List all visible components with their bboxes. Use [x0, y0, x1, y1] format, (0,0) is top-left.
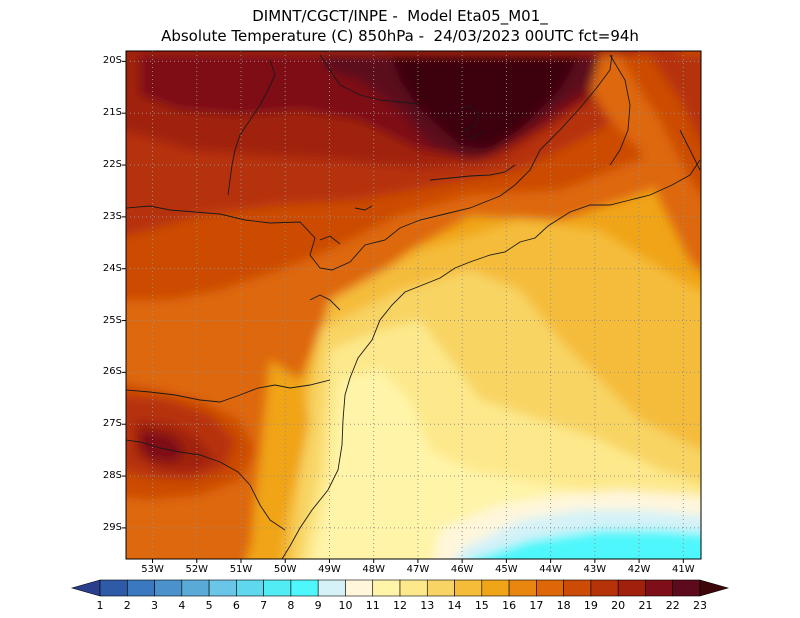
colorbar-label: 6: [232, 599, 240, 612]
graticule: [126, 51, 701, 559]
colorbar-label: 22: [665, 599, 680, 612]
colorbar-segment: [508, 579, 537, 597]
lon-label: 53W: [141, 564, 164, 575]
lon-label: 50W: [273, 564, 297, 575]
colorbar-segment: [372, 579, 401, 597]
lat-label: 29S: [102, 521, 122, 533]
lat-label: 28S: [102, 470, 122, 482]
colorbar-segment: [290, 579, 319, 597]
coastline-borders: [126, 54, 701, 559]
colorbar-label: 2: [123, 599, 131, 612]
colorbar-label: 14: [447, 599, 462, 612]
colorbar-segment: [617, 579, 646, 597]
lat-label: 26S: [102, 366, 122, 378]
colorbar-segment: [536, 579, 564, 597]
colorbar-segment: [154, 579, 183, 597]
colorbar: [70, 579, 730, 597]
lon-label: 52W: [185, 564, 209, 575]
colorbar-label: 18: [556, 599, 571, 612]
lat-label: 21S: [102, 107, 122, 119]
lat-label: 23S: [102, 210, 122, 222]
colorbar-label: 3: [151, 599, 159, 612]
colorbar-label: 23: [693, 599, 707, 612]
colorbar-label: 12: [393, 599, 407, 612]
colorbar-label: 17: [529, 599, 544, 612]
lon-label: 43W: [583, 564, 607, 575]
colorbar-segment: [426, 579, 455, 597]
lat-label: 20S: [102, 55, 122, 67]
colorbar-label: 5: [205, 599, 213, 612]
colorbar-label: 10: [338, 599, 353, 612]
lat-label: 22S: [102, 159, 122, 171]
colorbar-label: 16: [502, 599, 517, 612]
lon-label: 48W: [362, 564, 385, 575]
colorbar-segment: [590, 579, 619, 597]
colorbar-segment: [236, 579, 264, 597]
colorbar-label: 15: [474, 599, 489, 612]
lat-label: 25S: [102, 314, 122, 326]
colorbar-label: 20: [611, 599, 626, 612]
colorbar-segment: [263, 579, 292, 597]
title-line-1: DIMNT/CGCT/INPE - Model Eta05_M01_: [252, 7, 548, 25]
colorbar-segment: [481, 579, 510, 597]
lat-label: 27S: [102, 418, 122, 430]
colorbar-segment: [454, 579, 483, 597]
colorbar-arrow-high: [699, 579, 730, 597]
colorbar-label: 9: [314, 599, 322, 612]
colorbar-label: 13: [420, 599, 435, 612]
colorbar-segment: [208, 579, 237, 597]
lon-label: 47W: [406, 564, 430, 575]
colorbar-segment: [399, 579, 428, 597]
colorbar-label: 19: [583, 599, 598, 612]
lon-label: 49W: [318, 564, 341, 575]
title-line-2: Absolute Temperature (C) 850hPa - 24/03/…: [161, 27, 639, 45]
lat-label: 24S: [102, 262, 122, 274]
temperature-field: [126, 51, 701, 559]
colorbar-segment: [672, 579, 701, 597]
colorbar-label: 11: [365, 599, 380, 612]
colorbar-arrow-low: [70, 579, 101, 597]
colorbar-segment: [645, 579, 674, 597]
colorbar-segment: [126, 579, 155, 597]
colorbar-segment: [99, 579, 128, 597]
colorbar-label: 7: [260, 599, 268, 612]
lon-label: 42W: [627, 564, 651, 575]
lon-label: 41W: [671, 564, 695, 575]
colorbar-label: 8: [287, 599, 295, 612]
colorbar-segment: [345, 579, 374, 597]
lon-label: 44W: [539, 564, 562, 575]
colorbar-segment: [317, 579, 346, 597]
lon-label: 46W: [450, 564, 474, 575]
colorbar-segment: [181, 579, 210, 597]
colorbar-label: 21: [638, 599, 653, 612]
lon-label: 51W: [229, 564, 253, 575]
lon-label: 45W: [495, 564, 518, 575]
colorbar-segment: [563, 579, 592, 597]
colorbar-label: 4: [178, 599, 186, 612]
colorbar-label: 1: [96, 599, 104, 612]
